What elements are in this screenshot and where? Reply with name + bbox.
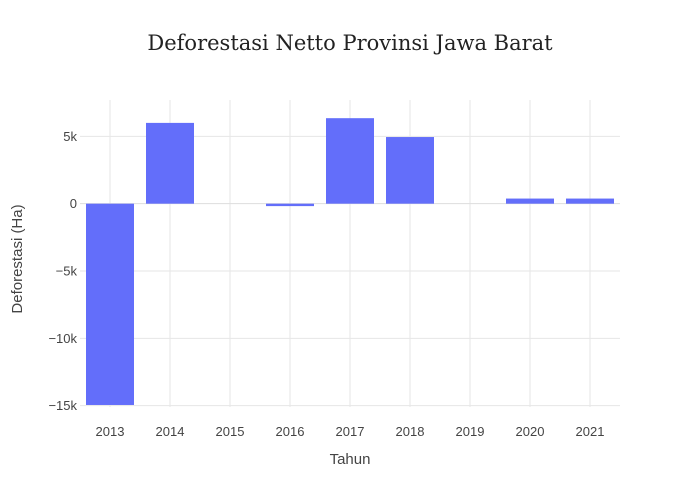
y-tick-label: 0 <box>70 196 77 211</box>
x-tick-label: 2020 <box>516 424 545 439</box>
bar-2013 <box>86 203 134 405</box>
x-axis-title: Tahun <box>330 451 371 468</box>
x-tick-label: 2016 <box>276 424 305 439</box>
bar-2020 <box>506 198 554 204</box>
x-tick-label: 2017 <box>336 424 365 439</box>
y-axis-ticks: 5k 0 −5k −10k −15k <box>48 129 77 413</box>
bar-2017 <box>326 118 374 204</box>
x-tick-label: 2018 <box>396 424 425 439</box>
chart-title: Deforestasi Netto Provinsi Jawa Barat <box>147 31 553 55</box>
bar-2018 <box>386 137 434 204</box>
x-axis-ticks: 2013 2014 2015 2016 2017 2018 2019 2020 2021 <box>96 424 605 439</box>
x-tick-label: 2015 <box>216 424 245 439</box>
x-tick-label: 2021 <box>576 424 605 439</box>
x-tick-label: 2014 <box>156 424 185 439</box>
y-axis-title: Deforestasi (Ha) <box>9 204 26 313</box>
bars-layer <box>86 118 614 405</box>
bar-2021 <box>566 198 614 204</box>
y-tick-label: −5k <box>56 264 78 279</box>
bar-2014 <box>146 122 194 204</box>
y-tick-label: 5k <box>63 129 77 144</box>
y-tick-label: −15k <box>48 398 77 413</box>
x-tick-label: 2019 <box>456 424 485 439</box>
y-tick-label: −10k <box>48 331 77 346</box>
bar-2016 <box>266 203 314 207</box>
x-tick-label: 2013 <box>96 424 125 439</box>
